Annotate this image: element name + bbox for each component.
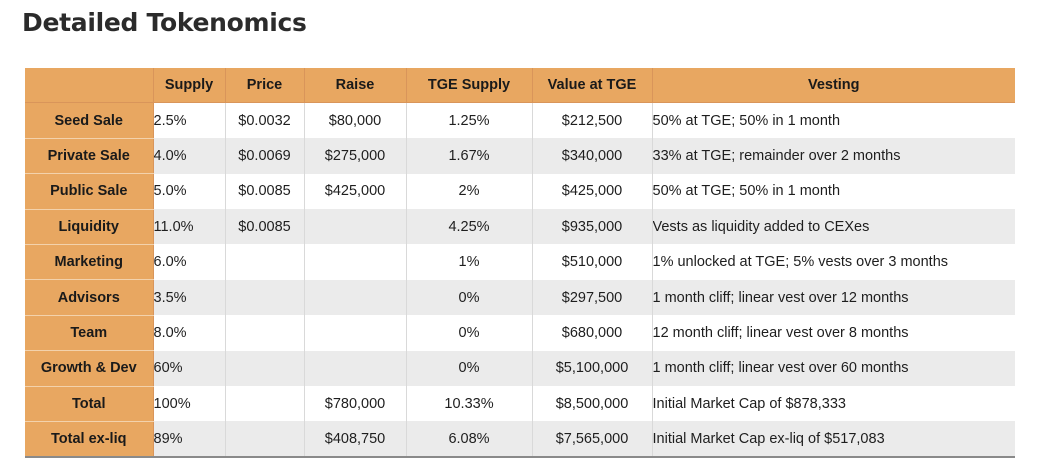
cell-tge-supply: 1% [406, 244, 533, 280]
row-label: Seed Sale [25, 102, 154, 139]
cell-tge-supply: 1.25% [406, 102, 533, 139]
cell-vesting: 50% at TGE; 50% in 1 month [652, 102, 1015, 139]
table-row: Growth & Dev 60% 0% $5,100,000 1 month c… [25, 350, 1015, 387]
cell-supply: 60% [153, 350, 226, 387]
cell-supply: 100% [153, 386, 226, 422]
cell-supply: 8.0% [153, 315, 226, 351]
cell-value-at-tge: $297,500 [532, 279, 653, 316]
header-price: Price [225, 68, 305, 104]
cell-supply: 5.0% [153, 173, 226, 210]
cell-supply: 11.0% [153, 209, 226, 245]
cell-vesting: 1% unlocked at TGE; 5% vests over 3 mont… [652, 244, 1015, 280]
cell-tge-supply: 1.67% [406, 138, 533, 174]
cell-raise: $275,000 [304, 138, 407, 174]
cell-tge-supply: 2% [406, 173, 533, 210]
row-label: Team [25, 315, 154, 352]
cell-value-at-tge: $340,000 [532, 138, 653, 174]
table-body: Seed Sale 2.5% $0.0032 $80,000 1.25% $21… [25, 102, 1015, 459]
cell-price [225, 315, 305, 351]
page-title: Detailed Tokenomics [22, 8, 307, 37]
cell-raise: $80,000 [304, 102, 407, 139]
cell-price [225, 386, 305, 422]
cell-price [225, 244, 305, 280]
cell-tge-supply: 0% [406, 315, 533, 351]
cell-value-at-tge: $425,000 [532, 173, 653, 210]
cell-price [225, 279, 305, 316]
cell-supply: 4.0% [153, 138, 226, 174]
row-label: Liquidity [25, 209, 154, 245]
cell-value-at-tge: $5,100,000 [532, 350, 653, 387]
row-label: Total ex-liq [25, 421, 154, 459]
cell-price: $0.0032 [225, 102, 305, 139]
cell-supply: 3.5% [153, 279, 226, 316]
table-row: Total 100% $780,000 10.33% $8,500,000 In… [25, 386, 1015, 422]
cell-price: $0.0069 [225, 138, 305, 174]
cell-vesting: Vests as liquidity added to CEXes [652, 209, 1015, 245]
tokenomics-table: Supply Price Raise TGE Supply Value at T… [25, 68, 1015, 459]
cell-price [225, 350, 305, 387]
cell-price: $0.0085 [225, 209, 305, 245]
cell-raise: $408,750 [304, 421, 407, 459]
header-supply: Supply [153, 68, 226, 104]
table-row: Total ex-liq 89% $408,750 6.08% $7,565,0… [25, 421, 1015, 459]
row-label: Growth & Dev [25, 350, 154, 387]
cell-tge-supply: 0% [406, 279, 533, 316]
table-row: Advisors 3.5% 0% $297,500 1 month cliff;… [25, 279, 1015, 316]
header-vesting: Vesting [652, 68, 1015, 104]
cell-vesting: 1 month cliff; linear vest over 60 month… [652, 350, 1015, 387]
cell-vesting: 33% at TGE; remainder over 2 months [652, 138, 1015, 174]
cell-value-at-tge: $212,500 [532, 102, 653, 139]
table-row: Liquidity 11.0% $0.0085 4.25% $935,000 V… [25, 209, 1015, 245]
header-row: Supply Price Raise TGE Supply Value at T… [25, 68, 1015, 104]
table-row: Team 8.0% 0% $680,000 12 month cliff; li… [25, 315, 1015, 352]
header-raise: Raise [304, 68, 407, 104]
cell-raise [304, 209, 407, 245]
table-row: Marketing 6.0% 1% $510,000 1% unlocked a… [25, 244, 1015, 281]
cell-raise: $780,000 [304, 386, 407, 422]
row-label: Public Sale [25, 173, 154, 210]
header-value-at-tge: Value at TGE [532, 68, 653, 104]
cell-value-at-tge: $510,000 [532, 244, 653, 280]
cell-vesting: 50% at TGE; 50% in 1 month [652, 173, 1015, 210]
header-tge-supply: TGE Supply [406, 68, 533, 104]
table-row: Seed Sale 2.5% $0.0032 $80,000 1.25% $21… [25, 102, 1015, 139]
cell-value-at-tge: $935,000 [532, 209, 653, 245]
row-label: Marketing [25, 244, 154, 281]
cell-raise [304, 350, 407, 387]
cell-raise [304, 279, 407, 316]
table-row: Private Sale 4.0% $0.0069 $275,000 1.67%… [25, 138, 1015, 175]
cell-vesting: 1 month cliff; linear vest over 12 month… [652, 279, 1015, 316]
row-label: Advisors [25, 279, 154, 316]
row-label: Private Sale [25, 138, 154, 175]
cell-supply: 89% [153, 421, 226, 459]
cell-tge-supply: 10.33% [406, 386, 533, 422]
cell-value-at-tge: $680,000 [532, 315, 653, 351]
cell-vesting: Initial Market Cap ex-liq of $517,083 [652, 421, 1015, 459]
cell-price: $0.0085 [225, 173, 305, 210]
cell-supply: 2.5% [153, 102, 226, 139]
cell-raise [304, 315, 407, 351]
cell-raise: $425,000 [304, 173, 407, 210]
row-label: Total [25, 386, 154, 422]
cell-value-at-tge: $7,565,000 [532, 421, 653, 459]
cell-price [225, 421, 305, 459]
cell-supply: 6.0% [153, 244, 226, 280]
table-row: Public Sale 5.0% $0.0085 $425,000 2% $42… [25, 173, 1015, 210]
cell-vesting: 12 month cliff; linear vest over 8 month… [652, 315, 1015, 351]
cell-vesting: Initial Market Cap of $878,333 [652, 386, 1015, 422]
cell-tge-supply: 6.08% [406, 421, 533, 459]
cell-tge-supply: 4.25% [406, 209, 533, 245]
cell-raise [304, 244, 407, 280]
table-header: Supply Price Raise TGE Supply Value at T… [25, 68, 1015, 104]
cell-value-at-tge: $8,500,000 [532, 386, 653, 422]
cell-tge-supply: 0% [406, 350, 533, 387]
header-corner-cell [25, 68, 154, 104]
